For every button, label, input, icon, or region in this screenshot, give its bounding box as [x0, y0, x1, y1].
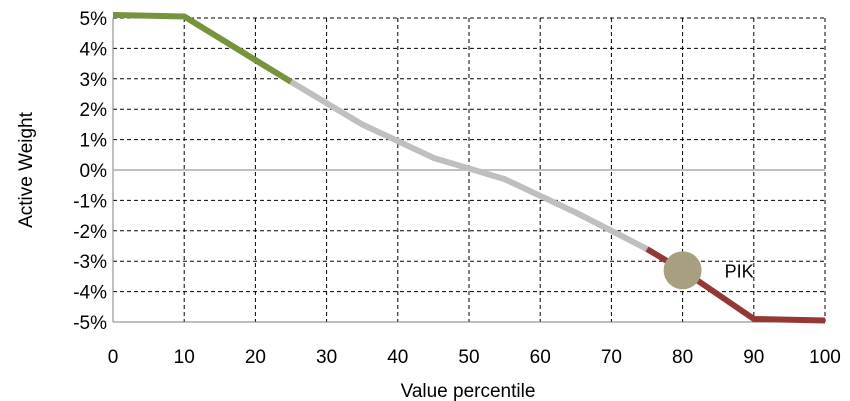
y-tick-label: -2% — [73, 222, 107, 243]
series-line — [289, 79, 649, 252]
x-tick-label: 100 — [809, 347, 841, 368]
y-tick-label: 1% — [80, 131, 108, 152]
y-tick-label: -3% — [73, 252, 107, 273]
tick-labels: 5% 4% 3% 2% 1% 0% -1% -2% -3% -4% -5%0 10 20 30 40 50 60… — [73, 9, 841, 368]
x-axis-title: Value percentile — [401, 381, 536, 401]
x-tick-label: 90 — [743, 347, 764, 368]
x-tick-label: 60 — [530, 347, 551, 368]
x-tick-label: 50 — [458, 347, 479, 368]
x-tick-label: 0 — [108, 347, 119, 368]
y-tick-label: -4% — [73, 283, 107, 304]
y-axis-title: Active Weight — [16, 111, 37, 228]
y-tick-label: 2% — [80, 100, 108, 121]
pik-label: PIK — [725, 261, 754, 281]
y-tick-label: 5% — [80, 9, 108, 30]
y-tick-label: 3% — [80, 70, 108, 91]
series — [112, 11, 826, 324]
series-line — [112, 11, 293, 85]
x-tick-label: 20 — [245, 347, 266, 368]
x-tick-label: 10 — [174, 347, 195, 368]
y-tick-label: -5% — [73, 313, 107, 334]
x-tick-label: 80 — [672, 347, 693, 368]
x-tick-label: 70 — [601, 347, 622, 368]
x-tick-label: 40 — [387, 347, 408, 368]
annotations: PIK — [663, 251, 754, 290]
y-tick-label: 0% — [80, 161, 108, 182]
y-tick-label: 4% — [80, 39, 108, 60]
series-line — [645, 246, 826, 324]
pik-marker — [663, 251, 702, 290]
x-tick-label: 30 — [316, 347, 337, 368]
y-tick-label: -1% — [73, 191, 107, 212]
